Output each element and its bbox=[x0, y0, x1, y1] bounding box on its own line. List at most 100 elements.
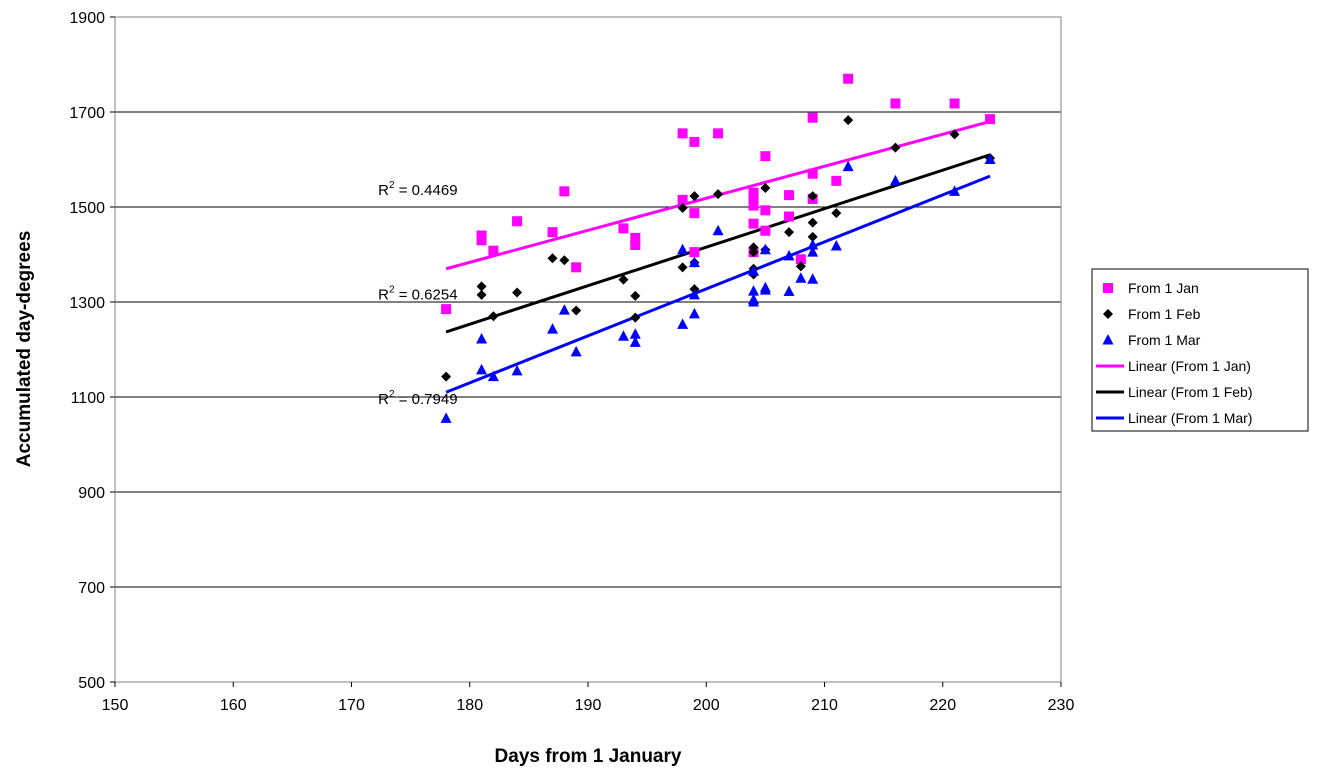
data-point bbox=[949, 98, 960, 109]
data-point bbox=[629, 336, 641, 347]
x-axis: 150 160 170 180 190 200 210 220 230 bbox=[102, 682, 1075, 714]
data-point bbox=[629, 328, 641, 339]
data-point bbox=[831, 208, 842, 219]
legend-box bbox=[1091, 268, 1309, 432]
data-point bbox=[784, 190, 795, 201]
r2-labels: R2 = 0.4469 R2 = 0.6254 R2 = 0.7949 bbox=[378, 180, 457, 408]
data-point bbox=[677, 262, 688, 273]
data-point bbox=[488, 245, 499, 256]
data-point bbox=[688, 288, 700, 300]
data-point bbox=[476, 281, 487, 292]
data-point bbox=[712, 224, 724, 236]
data-point bbox=[783, 285, 795, 297]
data-point bbox=[512, 216, 523, 227]
data-point bbox=[795, 261, 806, 272]
x-tick-label: 190 bbox=[575, 697, 602, 714]
legend-label: From 1 Jan bbox=[1128, 280, 1199, 296]
data-point bbox=[688, 307, 700, 319]
x-tick-label: 200 bbox=[693, 697, 720, 714]
data-point bbox=[949, 185, 961, 196]
legend: From 1 Jan From 1 Feb From 1 Mar Linear (Fr… bbox=[1091, 268, 1309, 432]
x-tick-label: 220 bbox=[929, 697, 956, 714]
y-axis: 500 700 900 1100 1300 1500 1700 1900 bbox=[69, 10, 115, 692]
data-point bbox=[842, 160, 854, 172]
legend-label: Linear (From 1 Mar) bbox=[1128, 410, 1252, 426]
y-tick-label: 1100 bbox=[71, 390, 106, 407]
y-tick-label: 1300 bbox=[69, 295, 105, 312]
data-point bbox=[630, 232, 641, 243]
data-point bbox=[630, 290, 641, 301]
data-point bbox=[843, 115, 854, 126]
data-point bbox=[487, 370, 499, 382]
data-point bbox=[984, 153, 996, 164]
data-point bbox=[783, 249, 795, 261]
data-point bbox=[843, 73, 854, 84]
data-point bbox=[630, 240, 641, 250]
data-point bbox=[713, 189, 724, 200]
trendline bbox=[445, 174, 991, 394]
data-point bbox=[511, 364, 523, 376]
data-point bbox=[795, 272, 807, 283]
data-point bbox=[831, 175, 842, 186]
data-point bbox=[441, 371, 452, 382]
data-point bbox=[795, 254, 806, 265]
data-point bbox=[760, 205, 771, 216]
data-point bbox=[630, 312, 641, 323]
data-point bbox=[807, 217, 818, 228]
data-point bbox=[689, 247, 700, 258]
data-point bbox=[748, 296, 760, 307]
data-point bbox=[890, 98, 901, 109]
y-axis-title: Accumulated day-degrees bbox=[14, 231, 35, 468]
data-point bbox=[889, 174, 901, 186]
y-tick-label: 1500 bbox=[69, 200, 105, 217]
x-tick-label: 170 bbox=[338, 697, 365, 714]
data-point bbox=[677, 243, 689, 255]
data-point bbox=[677, 202, 688, 213]
data-point bbox=[748, 265, 760, 276]
x-tick-label: 160 bbox=[220, 697, 247, 714]
data-point bbox=[748, 192, 759, 203]
data-point bbox=[617, 330, 629, 341]
y-tick-label: 1700 bbox=[69, 105, 105, 122]
data-point bbox=[476, 235, 487, 246]
data-point bbox=[689, 191, 700, 202]
data-point bbox=[547, 253, 558, 264]
data-point bbox=[559, 255, 570, 266]
x-tick-label: 230 bbox=[1048, 697, 1075, 714]
data-point bbox=[760, 225, 771, 236]
legend-marker bbox=[1103, 309, 1113, 319]
y-tick-label: 700 bbox=[78, 580, 105, 597]
data-point bbox=[677, 318, 689, 329]
data-point bbox=[440, 412, 452, 423]
data-point bbox=[759, 243, 771, 255]
legend-label: Linear (From 1 Feb) bbox=[1128, 384, 1252, 400]
data-point bbox=[949, 129, 960, 140]
data-point bbox=[807, 112, 818, 123]
data-point bbox=[807, 246, 819, 257]
data-point bbox=[784, 227, 795, 238]
data-point bbox=[476, 333, 488, 344]
data-point bbox=[760, 183, 771, 193]
data-point bbox=[985, 114, 996, 125]
data-point bbox=[476, 289, 487, 300]
data-point bbox=[760, 151, 771, 162]
data-point bbox=[488, 311, 499, 322]
data-point bbox=[476, 363, 488, 375]
data-point bbox=[559, 186, 570, 197]
r2-label: R2 = 0.7949 bbox=[378, 389, 457, 408]
data-point bbox=[807, 191, 818, 202]
data-point bbox=[677, 194, 688, 205]
data-point bbox=[689, 208, 700, 219]
data-point bbox=[618, 223, 629, 234]
data-point bbox=[547, 227, 558, 238]
data-point bbox=[713, 128, 724, 139]
y-tick-label: 500 bbox=[78, 675, 105, 692]
legend-label: From 1 Feb bbox=[1128, 306, 1201, 322]
data-point bbox=[571, 262, 582, 273]
data-point bbox=[748, 285, 760, 296]
data-point bbox=[570, 345, 582, 357]
data-point bbox=[688, 256, 700, 268]
data-point bbox=[807, 239, 819, 250]
legend-marker bbox=[1103, 283, 1113, 293]
